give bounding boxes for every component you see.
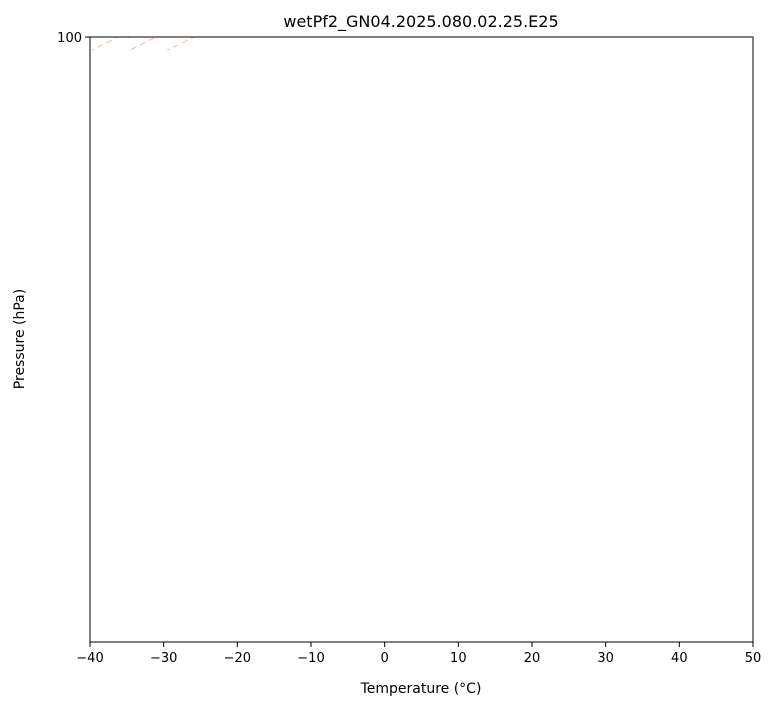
isotherm-gridline bbox=[622, 37, 624, 38]
isotherm-gridline bbox=[180, 37, 182, 38]
x-tick-label: 50 bbox=[745, 651, 762, 666]
y-axis-label: Pressure (hPa) bbox=[12, 289, 28, 389]
y-tick-label: 100 bbox=[57, 31, 82, 46]
x-tick-label: 40 bbox=[671, 651, 688, 666]
isotherm-gridline bbox=[254, 37, 256, 38]
x-axis-label: Temperature (°C) bbox=[360, 681, 482, 697]
chart-title: wetPf2_GN04.2025.080.02.25.E25 bbox=[283, 12, 558, 32]
isotherm-gridline bbox=[770, 0, 775, 37]
x-tick-label: 0 bbox=[381, 651, 389, 666]
dry-adiabat-line bbox=[0, 0, 303, 50]
plot-frame bbox=[89, 36, 754, 643]
moist-adiabat-line bbox=[0, 0, 299, 37]
axes: −40−30−20−100102030405010020030040050060… bbox=[57, 31, 762, 666]
x-tick-label: 30 bbox=[597, 651, 614, 666]
x-tick-label: 10 bbox=[450, 651, 467, 666]
isotherm-gridline bbox=[107, 37, 108, 38]
x-tick-label: −20 bbox=[224, 651, 251, 666]
x-tick-label: −40 bbox=[76, 651, 103, 666]
x-tick-label: −10 bbox=[297, 651, 324, 666]
x-tick-label: 20 bbox=[524, 651, 541, 666]
x-tick-label: −30 bbox=[150, 651, 177, 666]
isotherm-gridline bbox=[34, 0, 51, 37]
dry-adiabat-line bbox=[0, 0, 229, 50]
isotherm-gridline bbox=[696, 37, 698, 38]
moist-adiabat-line bbox=[0, 0, 328, 37]
